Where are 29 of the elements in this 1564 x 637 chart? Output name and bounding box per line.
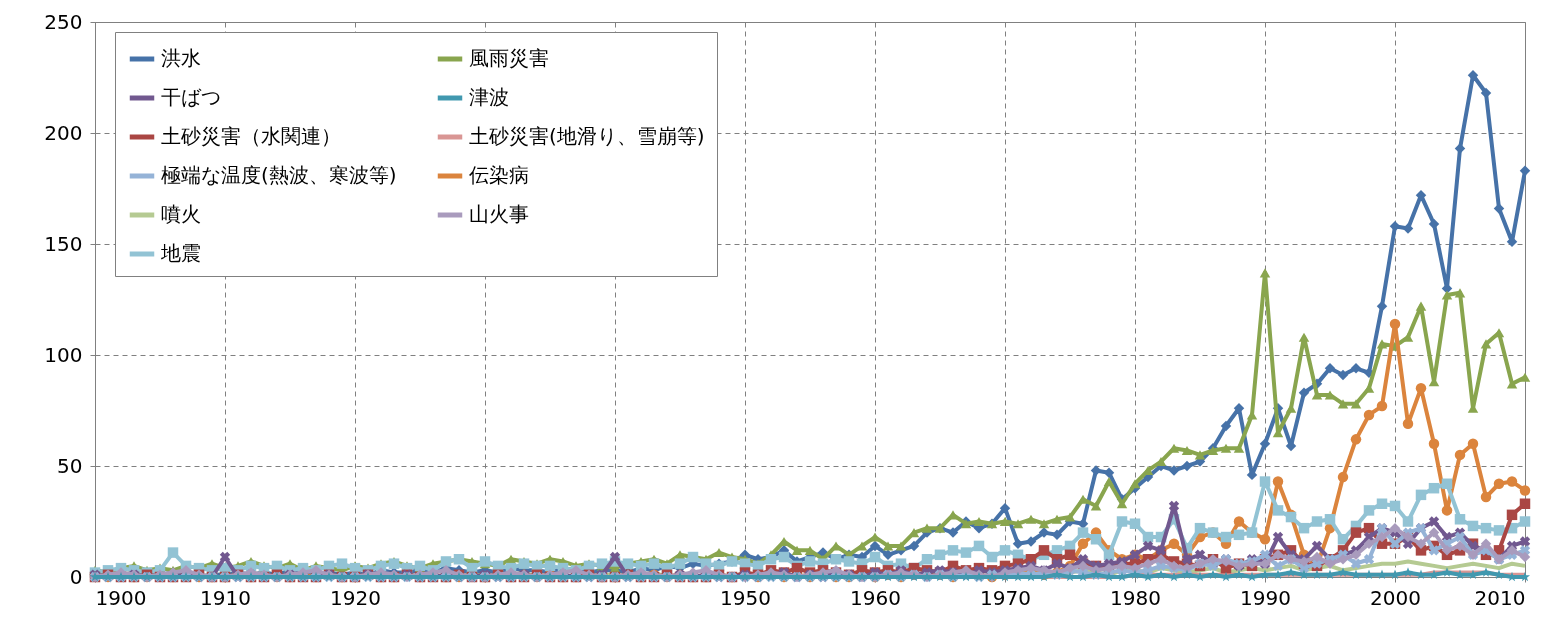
legend-label: 地震 — [160, 241, 201, 265]
legend-label: 極端な温度(熱波、寒波等) — [161, 163, 397, 187]
legend-label: 土砂災害(地滑り、雪崩等) — [469, 124, 705, 148]
x-tick-label: 1920 — [330, 585, 381, 610]
x-tick-label: 2000 — [1370, 585, 1421, 610]
legend-label: 津波 — [469, 85, 509, 109]
x-tick-label: 1990 — [1240, 585, 1291, 610]
legend-label: 洪水 — [161, 46, 201, 70]
y-tick-label: 200 — [44, 120, 83, 145]
y-tick-label: 50 — [57, 453, 83, 478]
x-tick-label: 1950 — [720, 585, 771, 610]
y-tick-label: 0 — [69, 564, 83, 589]
y-tick-label: 150 — [44, 231, 83, 256]
x-tick-label: 1930 — [460, 585, 511, 610]
y-tick-label: 100 — [44, 342, 83, 367]
legend-label: 山火事 — [469, 202, 529, 226]
y-tick-label: 250 — [44, 9, 83, 34]
legend-label: 干ばつ — [161, 85, 221, 109]
x-tick-label: 1910 — [200, 585, 251, 610]
x-tick-label: 2010 — [1474, 585, 1526, 610]
x-tick-label: 1980 — [1110, 585, 1161, 610]
x-tick-label: 1940 — [590, 585, 641, 610]
x-tick-label: 1970 — [980, 585, 1031, 610]
legend-label: 伝染病 — [469, 163, 529, 187]
legend-label: 風雨災害 — [469, 46, 549, 70]
legend-label: 噴火 — [161, 202, 201, 226]
legend-label: 土砂災害（水関連） — [161, 124, 341, 148]
x-tick-label: 1900 — [95, 585, 147, 610]
x-tick-label: 1960 — [850, 585, 901, 610]
